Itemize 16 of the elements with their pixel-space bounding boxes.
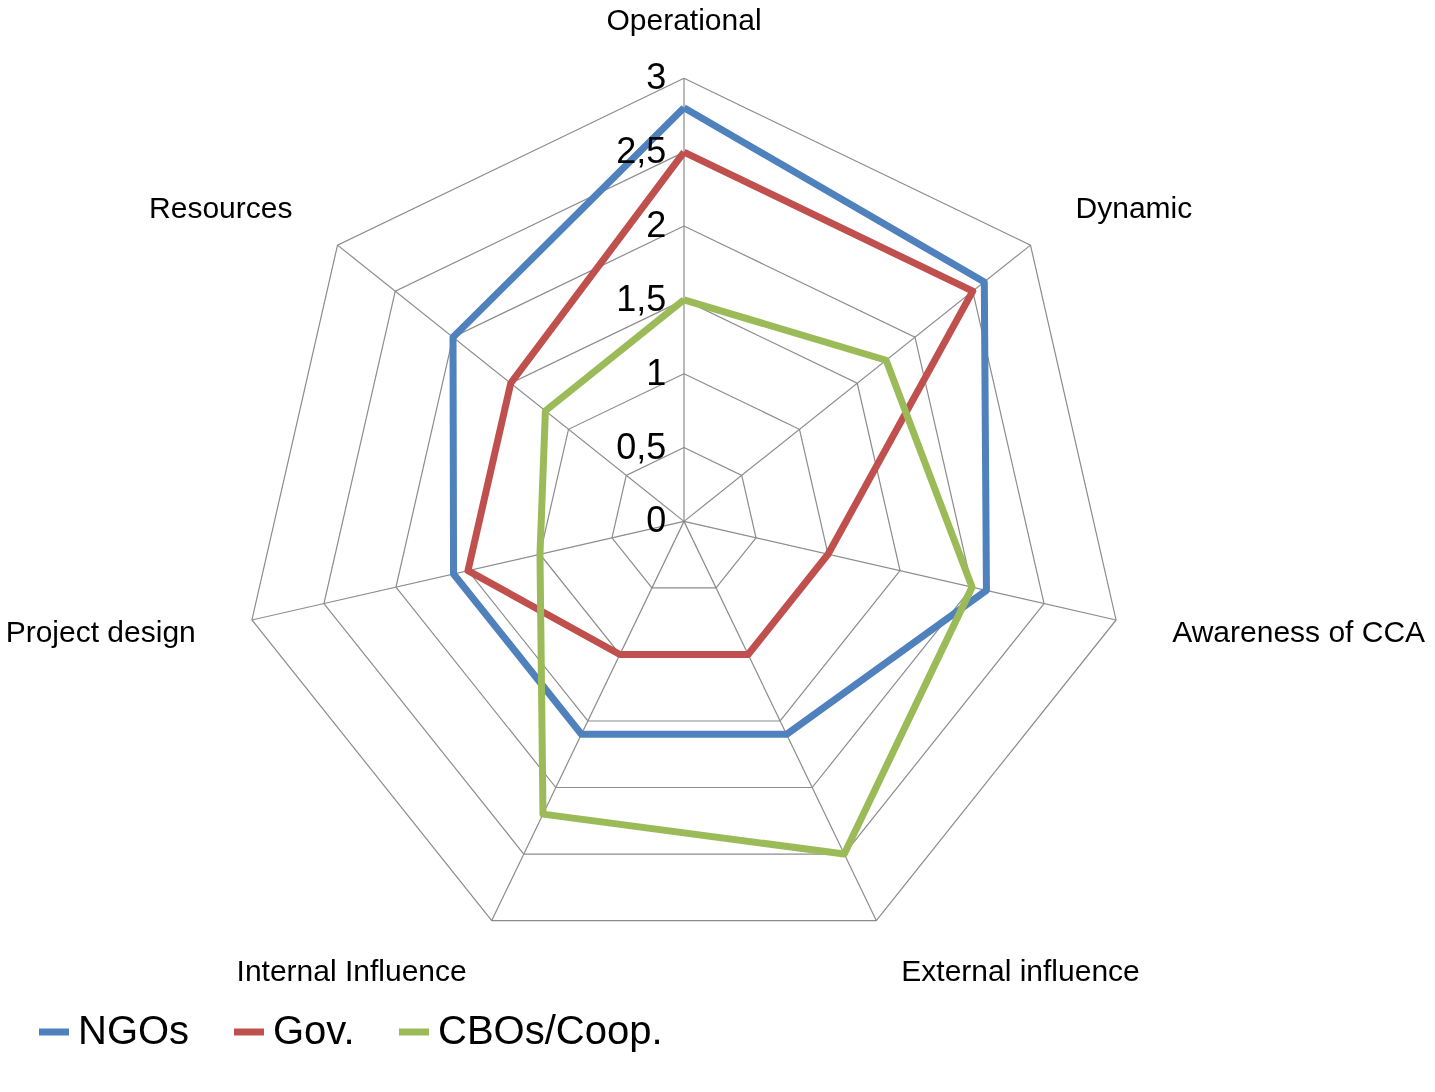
y-tick-label: 1,5 [616, 277, 667, 319]
legend-label: CBOs/Coop. [438, 1008, 663, 1052]
spoke-label: External influence [901, 954, 1140, 988]
spoke-label: Awareness of CCA [1172, 614, 1426, 648]
spoke-label: Internal Influence [236, 954, 467, 988]
spoke-label: Operational [606, 2, 762, 36]
spoke-label: Project design [5, 614, 196, 648]
spoke-label: Resources [149, 191, 293, 225]
y-tick-label: 2 [646, 204, 667, 245]
spoke-label: Dynamic [1075, 191, 1193, 225]
y-tick-label: 1 [646, 351, 667, 393]
y-tick-label: 0,5 [616, 425, 667, 467]
y-tick-label: 0 [646, 499, 667, 541]
legend-label: NGOs [78, 1008, 190, 1052]
y-tick-label: 3 [646, 56, 667, 98]
legend-label: Gov. [273, 1008, 355, 1052]
